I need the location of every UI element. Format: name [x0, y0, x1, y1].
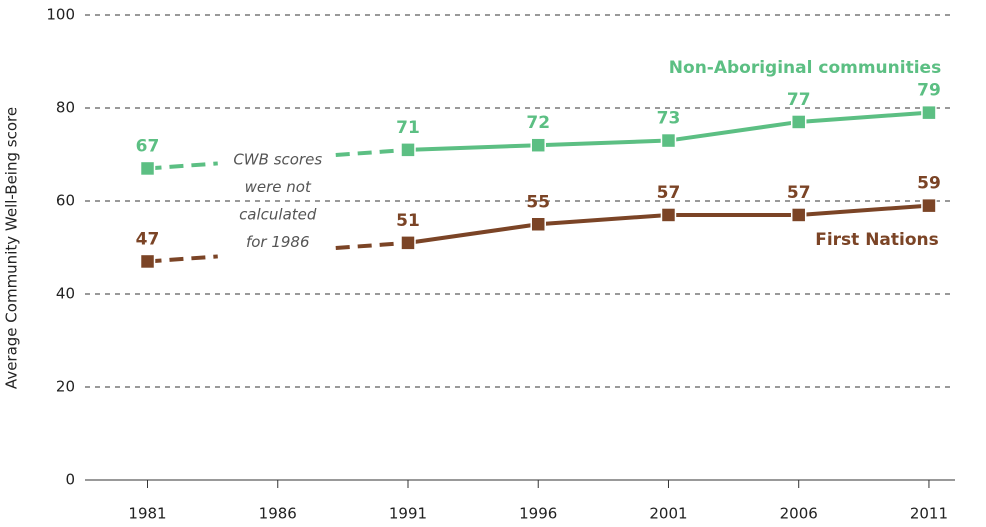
point: [660, 132, 677, 149]
data-label: 57: [787, 183, 811, 203]
dashed-bridge: [335, 147, 409, 158]
data-label: 55: [526, 192, 550, 212]
x-tick-label: 2006: [780, 505, 818, 523]
data-label: 79: [917, 81, 941, 101]
point: [530, 137, 546, 153]
annotation: calculated: [239, 206, 317, 224]
point: [660, 207, 677, 223]
data-label: 51: [396, 211, 420, 231]
annotation: were not: [245, 178, 312, 196]
y-tick-label: 80: [56, 99, 75, 117]
point: [139, 253, 156, 270]
data-label: 47: [136, 229, 160, 249]
y-axis-label: Average Community Well-Being score: [3, 107, 21, 389]
y-tick-label: 100: [46, 6, 75, 24]
series-label: First Nations: [815, 230, 939, 250]
x-tick-label: 1986: [259, 505, 297, 523]
x-tick-label: 1981: [128, 505, 166, 523]
annotation: CWB scores: [233, 151, 322, 169]
point: [790, 207, 807, 223]
point: [921, 104, 937, 121]
annotation: for 1986: [246, 233, 310, 251]
data-label: 73: [657, 109, 681, 129]
x-tick-label: 1996: [519, 505, 557, 523]
point: [400, 142, 416, 158]
y-tick-label: 40: [56, 285, 75, 303]
y-tick-label: 0: [65, 471, 75, 489]
point: [400, 235, 416, 251]
data-label: 77: [787, 90, 811, 110]
point: [921, 197, 937, 214]
dashed-bridge: [147, 254, 218, 264]
point: [139, 160, 156, 177]
data-label: 71: [396, 118, 420, 138]
point: [790, 114, 807, 130]
data-label: 72: [526, 113, 550, 133]
x-tick-label: 2001: [649, 505, 687, 523]
x-tick-label: 1991: [389, 505, 427, 523]
y-tick-label: 60: [56, 192, 75, 210]
x-tick-label: 2011: [910, 505, 948, 523]
dashed-bridge: [335, 240, 409, 251]
series-label: Non-Aboriginal communities: [669, 58, 941, 78]
data-label: 57: [657, 183, 681, 203]
data-label: 59: [917, 174, 941, 194]
y-tick-label: 20: [56, 378, 75, 396]
data-label: 67: [136, 136, 160, 156]
point: [530, 216, 546, 232]
dashed-bridge: [147, 161, 218, 171]
